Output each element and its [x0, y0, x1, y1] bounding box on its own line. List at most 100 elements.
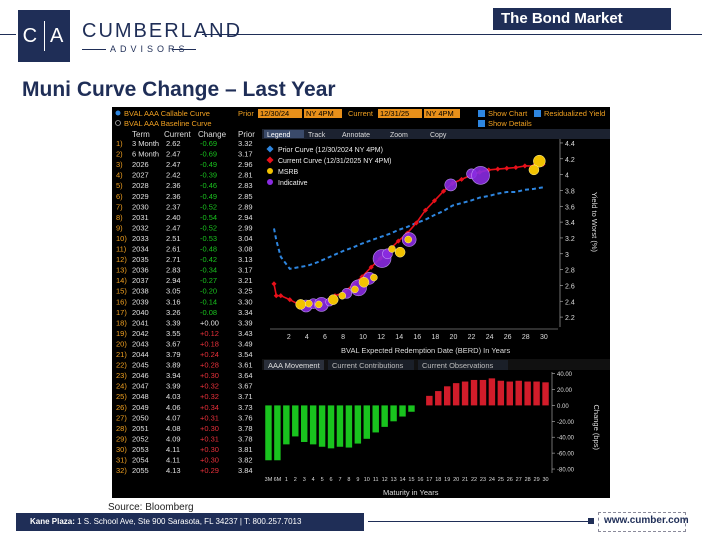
row-current: 2.71: [166, 255, 181, 264]
row-term[interactable]: 2039: [132, 297, 149, 306]
row-term[interactable]: 2044: [132, 350, 149, 359]
row-term[interactable]: 6 Month: [132, 150, 159, 159]
bar-x-tick-label: 2: [294, 477, 297, 483]
row-term[interactable]: 2052: [132, 434, 149, 443]
x-tick-label: 18: [431, 334, 439, 341]
residualized-checkbox[interactable]: [534, 110, 541, 117]
tab-aaa-movement[interactable]: [264, 360, 324, 370]
row-term[interactable]: 2031: [132, 213, 149, 222]
current-time-field[interactable]: [424, 109, 460, 118]
row-number: 11): [116, 245, 127, 254]
bar-x-tick-label: 1: [285, 477, 288, 483]
row-term[interactable]: 2035: [132, 255, 149, 264]
y-tick-label: 4: [565, 173, 569, 180]
row-prior: 3.49: [238, 339, 253, 348]
tab-track[interactable]: Track: [308, 132, 326, 139]
row-term[interactable]: 2033: [132, 234, 149, 243]
col-header-change: Change: [198, 130, 227, 139]
row-change: +0.32: [200, 382, 219, 391]
row-prior: 3.25: [238, 287, 253, 296]
tab-current-contributions[interactable]: [328, 360, 414, 370]
row-term[interactable]: 2026: [132, 160, 149, 169]
show-details-checkbox[interactable]: [478, 120, 485, 127]
row-term[interactable]: 2043: [132, 339, 149, 348]
movement-bar: [408, 405, 415, 412]
row-number: 12): [116, 255, 127, 264]
row-term[interactable]: 2054: [132, 456, 149, 465]
row-number: 23): [116, 371, 127, 380]
row-change: -0.52: [200, 202, 217, 211]
current-date-field[interactable]: [378, 109, 422, 118]
prior-date-field[interactable]: [258, 109, 302, 118]
tab-copy[interactable]: Copy: [430, 132, 447, 139]
current-curve-point: [273, 293, 279, 299]
row-number: 6): [116, 192, 123, 201]
radio-callable-icon[interactable]: [115, 110, 121, 116]
row-term[interactable]: 2027: [132, 171, 149, 180]
row-term[interactable]: 2050: [132, 413, 149, 422]
row-current: 2.94: [166, 276, 181, 285]
row-current: 3.05: [166, 287, 181, 296]
show-chart-checkbox[interactable]: [478, 110, 485, 117]
tab-current-observations[interactable]: [418, 360, 508, 370]
tab-zoom[interactable]: Zoom: [390, 132, 408, 139]
row-term[interactable]: 3 Month: [132, 139, 159, 148]
row-term[interactable]: 2042: [132, 329, 149, 338]
movement-bar: [452, 383, 460, 406]
movement-bar: [470, 379, 478, 406]
row-term[interactable]: 2029: [132, 192, 149, 201]
y-tick-label: 4.2: [565, 157, 575, 164]
movement-bar: [381, 405, 388, 427]
chart-toolbar-bg: [262, 129, 610, 139]
row-term[interactable]: 2049: [132, 403, 149, 412]
row-current: 3.67: [166, 339, 181, 348]
msrb-point: [305, 299, 313, 308]
row-term[interactable]: 2036: [132, 266, 149, 275]
prior-label: Prior: [238, 109, 254, 118]
current-curve-point: [395, 238, 401, 244]
row-term[interactable]: 2032: [132, 223, 149, 232]
row-term[interactable]: 2046: [132, 371, 149, 380]
row-term[interactable]: 2055: [132, 466, 149, 475]
prior-date-value: 12/30/24: [260, 109, 289, 118]
row-current: 3.39: [166, 318, 181, 327]
current-curve-point: [513, 164, 519, 171]
terminal-svg: BVAL AAA Callable Curve BVAL AAA Baselin…: [112, 107, 610, 497]
toolbar-baseline-curve[interactable]: BVAL AAA Baseline Curve: [124, 119, 212, 128]
radio-baseline-icon[interactable]: [115, 120, 121, 126]
row-change: -0.46: [200, 181, 217, 190]
row-current: 2.36: [166, 181, 181, 190]
bar-x-axis-label: Maturity in Years: [383, 488, 439, 497]
tab-annotate[interactable]: Annotate: [342, 132, 370, 139]
row-term[interactable]: 2047: [132, 382, 149, 391]
movement-bar: [515, 380, 522, 406]
movement-bar: [318, 405, 326, 447]
prior-time-field[interactable]: [304, 109, 342, 118]
row-prior: 2.81: [238, 171, 253, 180]
msrb-point: [358, 277, 370, 288]
row-term[interactable]: 2053: [132, 445, 149, 454]
row-term[interactable]: 2045: [132, 361, 149, 370]
table-header-bg: [112, 129, 262, 139]
toolbar-callable-curve[interactable]: BVAL AAA Callable Curve: [124, 109, 210, 118]
x-tick-label: 14: [395, 334, 403, 341]
row-term[interactable]: 2038: [132, 287, 149, 296]
row-term[interactable]: 2030: [132, 202, 149, 211]
movement-bar: [274, 405, 281, 461]
row-term[interactable]: 2048: [132, 392, 149, 401]
yield-table: 1) 3 Month 2.62 -0.69 3.32 2) 6 Month 2.47 -0.69…: [116, 139, 253, 475]
row-term[interactable]: 2051: [132, 424, 149, 433]
row-term[interactable]: 2034: [132, 245, 149, 254]
row-prior: 3.21: [238, 276, 253, 285]
row-term[interactable]: 2041: [132, 318, 149, 327]
row-prior: 3.81: [238, 445, 253, 454]
movement-bar: [309, 405, 317, 445]
row-term[interactable]: 2037: [132, 276, 149, 285]
row-change: +0.31: [200, 413, 219, 422]
tab-legend[interactable]: [264, 130, 304, 138]
row-term[interactable]: 2028: [132, 181, 149, 190]
footer-url[interactable]: www.cumber.com: [604, 515, 689, 526]
row-current: 2.37: [166, 202, 181, 211]
row-term[interactable]: 2040: [132, 308, 149, 317]
page-title: Muni Curve Change – Last Year: [22, 78, 336, 101]
